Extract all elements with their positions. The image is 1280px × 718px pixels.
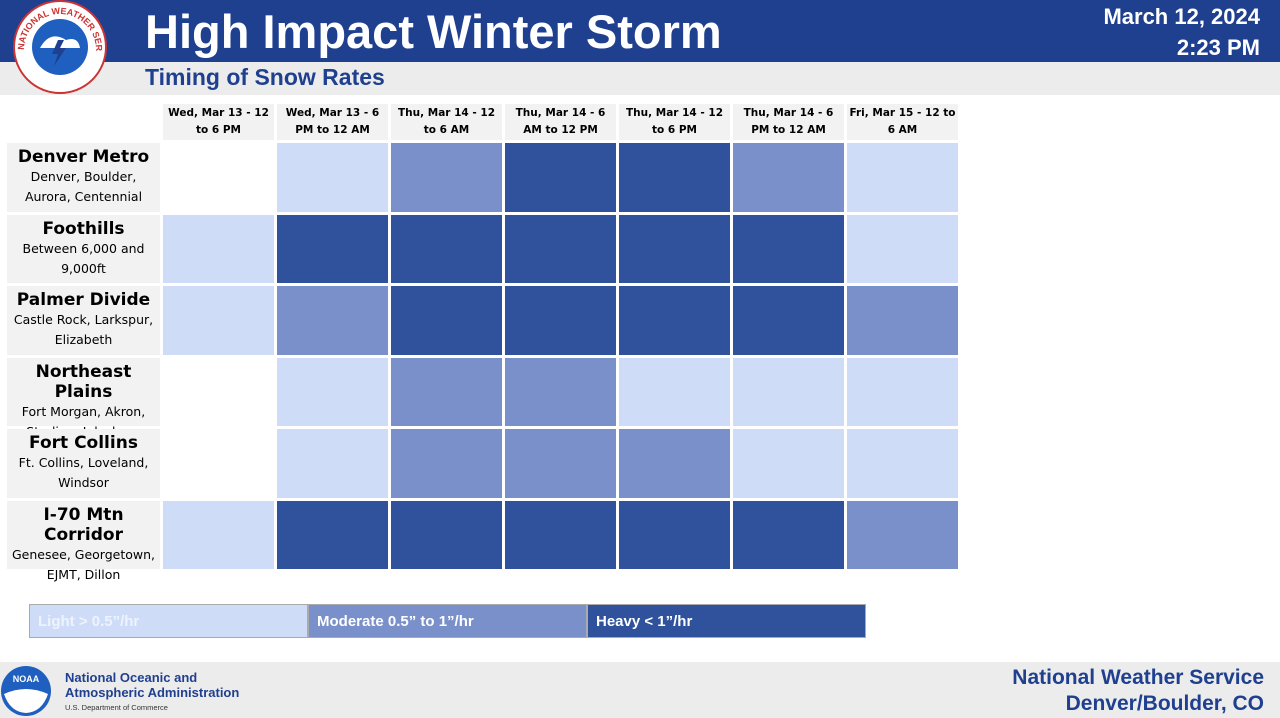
rate-cell: [733, 214, 844, 283]
row-detail: Castle Rock, Larkspur, Elizabeth: [13, 312, 154, 347]
row-header: Fort Collins Ft. Collins, Loveland, Winds…: [7, 429, 160, 498]
office-line: National Weather Service: [1012, 666, 1264, 689]
rate-cell: [391, 143, 502, 212]
rate-cell: [277, 357, 388, 426]
row-name: Foothills: [42, 218, 125, 239]
rate-cell: [391, 500, 502, 569]
nws-logo: NATIONAL WEATHER SERVICE: [10, 0, 107, 94]
rate-cell: [619, 143, 730, 212]
column-header: Thu, Mar 14 - 12 to 6 AM: [391, 104, 502, 140]
rate-cell: [277, 143, 388, 212]
rate-cell: [163, 500, 274, 569]
legend-item: Moderate 0.5” to 1”/hr: [308, 604, 587, 638]
row-name: Palmer Divide: [16, 290, 151, 310]
rate-cell: [733, 143, 844, 212]
rate-cell: [163, 286, 274, 355]
rate-cell: [847, 500, 958, 569]
header-bar: [0, 0, 1280, 62]
rate-cell: [505, 214, 616, 283]
rate-cell: [847, 429, 958, 498]
row-header: Denver Metro Denver, Boulder, Aurora, Cen…: [7, 143, 160, 212]
legend-item: Heavy < 1”/hr: [587, 604, 866, 638]
rate-cell: [505, 500, 616, 569]
rate-cell: [847, 214, 958, 283]
rate-cell: [505, 429, 616, 498]
rate-cell: [391, 357, 502, 426]
rate-cell: [733, 286, 844, 355]
time: 2:23 PM: [1176, 35, 1260, 60]
rate-cell: [619, 357, 730, 426]
department: U.S. Department of Commerce: [65, 703, 168, 712]
row-detail: Between 6,000 and 9,000ft: [22, 240, 145, 276]
title: High Impact Winter Storm: [145, 5, 722, 58]
rate-cell: [391, 214, 502, 283]
row-header: Palmer Divide Castle Rock, Larkspur, Eliz…: [7, 286, 160, 355]
rate-cell: [733, 500, 844, 569]
rate-cell: [163, 214, 274, 283]
row-detail: Ft. Collins, Loveland, Windsor: [18, 455, 149, 490]
rate-cell: [277, 500, 388, 569]
rate-cell: [619, 500, 730, 569]
rate-cell: [391, 429, 502, 498]
noaa-logo: NOAA: [1, 666, 51, 716]
rate-cell: [277, 429, 388, 498]
rate-cell: [619, 214, 730, 283]
row-detail: Genesee, Georgetown, EJMT, Dillon: [11, 546, 156, 582]
row-header: Foothills Between 6,000 and 9,000ft: [7, 214, 160, 283]
column-header: Thu, Mar 14 - 6 AM to 12 PM: [505, 104, 616, 140]
column-header: Thu, Mar 14 - 6 PM to 12 AM: [733, 104, 844, 140]
agency-line: Atmospheric Administration: [65, 685, 240, 700]
row-header: I-70 Mtn Corridor Genesee, Georgetown, EJ…: [7, 500, 160, 582]
rate-cell: [847, 143, 958, 212]
row-name: Fort Collins: [29, 433, 138, 453]
rate-cell: [505, 286, 616, 355]
rate-cell: [847, 286, 958, 355]
rate-cell: [847, 357, 958, 426]
noaa-text: NOAA: [13, 674, 40, 684]
rate-cell: [277, 286, 388, 355]
row-name: Northeast Plains: [35, 361, 132, 402]
column-header: Wed, Mar 13 - 6 PM to 12 AM: [277, 104, 388, 140]
rate-cell: [619, 429, 730, 498]
rate-cell: [163, 143, 274, 212]
rate-cell: [505, 357, 616, 426]
column-header: Thu, Mar 14 - 12 to 6 PM: [619, 104, 730, 140]
rate-cell: [619, 286, 730, 355]
rate-cell: [163, 357, 274, 426]
rate-cell: [163, 429, 274, 498]
agency-line: National Oceanic and: [65, 670, 198, 685]
rate-cell: [277, 214, 388, 283]
subtitle-bar: [0, 62, 1280, 95]
footer-bar: [0, 662, 1280, 718]
row-name: Denver Metro: [17, 147, 150, 167]
rate-cell: [391, 286, 502, 355]
column-header: Fri, Mar 15 - 12 to 6 AM: [847, 104, 958, 140]
column-header: Wed, Mar 13 - 12 to 6 PM: [163, 104, 274, 140]
subtitle: Timing of Snow Rates: [145, 64, 385, 90]
rate-cell: [733, 357, 844, 426]
office-line: Denver/Boulder, CO: [1065, 692, 1264, 715]
rate-cell: [505, 143, 616, 212]
row-name: I-70 Mtn Corridor: [43, 504, 124, 545]
date: March 12, 2024: [1103, 4, 1260, 29]
legend-item: Light > 0.5”/hr: [29, 604, 308, 638]
row-detail: Denver, Boulder, Aurora, Centennial: [24, 169, 143, 204]
rate-cell: [733, 429, 844, 498]
